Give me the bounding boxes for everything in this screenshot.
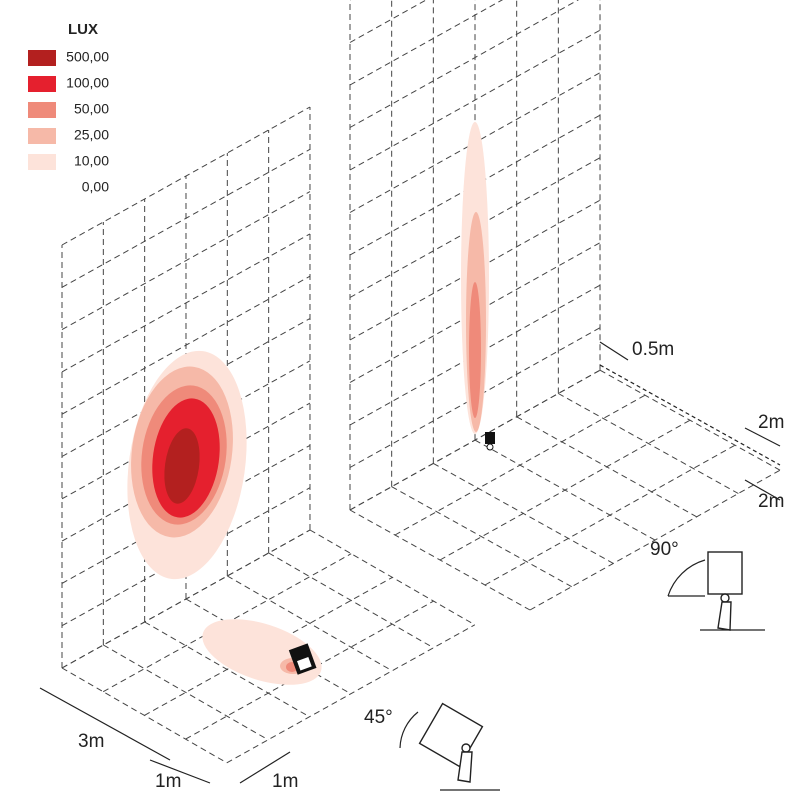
dimension-label: 1m [155, 771, 181, 792]
grid-line [61, 529, 311, 669]
legend-swatch [28, 76, 56, 92]
angle-label: 45° [364, 707, 393, 728]
legend-label: 100,00 [66, 75, 109, 91]
grid-line [61, 233, 311, 373]
grid-line [268, 552, 434, 649]
grid-line [103, 644, 269, 741]
dimension-label: 3m [78, 731, 104, 752]
grid-line [558, 393, 739, 494]
legend-label: 25,00 [74, 127, 109, 143]
dimension-label: 0.5m [632, 339, 674, 360]
legend-title: LUX [68, 21, 98, 38]
grid-line [349, 0, 504, 86]
grid-line [61, 106, 311, 246]
legend-swatch [28, 154, 56, 170]
grid-line [349, 0, 580, 128]
grid-line [394, 394, 646, 536]
grid-line [61, 148, 311, 288]
grid-line [529, 469, 781, 611]
legend-swatch [28, 128, 56, 144]
legend-swatch [28, 102, 56, 118]
grid-line [349, 29, 601, 171]
legend-label: 500,00 [66, 49, 109, 65]
illuminance-zone [469, 282, 481, 418]
legend-label: 10,00 [74, 153, 109, 169]
grid-line [349, 369, 601, 511]
illuminance-map [127, 122, 489, 685]
grid-line [226, 624, 476, 764]
angle-label: 90° [650, 539, 679, 560]
legend: 500,00 100,00 50,00 25,00 10,00 0,00 [28, 49, 109, 196]
illuminance-zone [164, 428, 200, 504]
fixture-left [288, 643, 317, 675]
grid-line [61, 191, 311, 331]
grid-line [391, 486, 572, 588]
legend-swatch [28, 180, 56, 196]
dimension-lines [39, 341, 781, 784]
grid-line [439, 419, 691, 561]
legend-label: 0,00 [82, 179, 109, 195]
grid-line [484, 444, 736, 586]
legend-label: 50,00 [74, 101, 109, 117]
grid-line [599, 369, 781, 471]
dimension-label: 2m [758, 491, 784, 512]
grid-line [61, 275, 311, 415]
grid-line [227, 575, 393, 672]
dimension-label: 1m [272, 771, 298, 792]
icon-45 [399, 702, 500, 791]
fixture-right [485, 432, 495, 451]
dimension-label: 2m [758, 412, 784, 433]
icon-90 [667, 551, 765, 631]
legend-swatch [28, 50, 56, 66]
